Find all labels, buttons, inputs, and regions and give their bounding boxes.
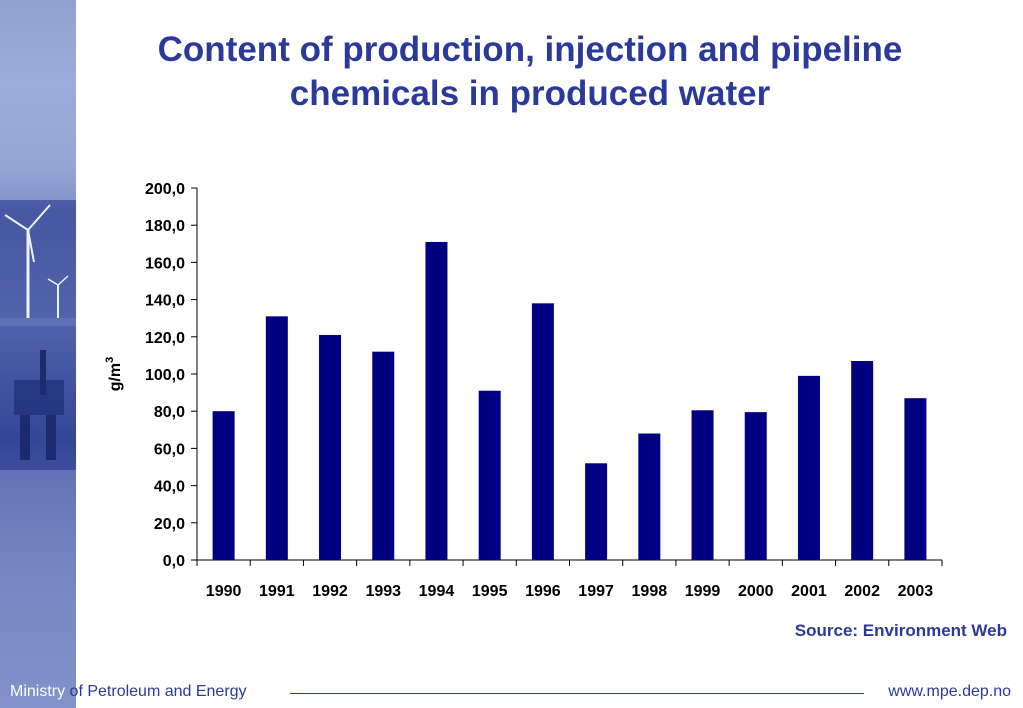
bar-1992: [319, 334, 342, 560]
y-tick-label: 60,0: [154, 441, 185, 458]
y-tick-label: 120,0: [145, 330, 185, 347]
y-axis-label-text: g/m: [107, 363, 124, 391]
y-tick-label: 140,0: [145, 293, 185, 310]
x-tick-label-2001: 2001: [791, 583, 827, 600]
page-title: Content of production, injection and pip…: [90, 28, 970, 116]
bar-1995: [478, 390, 501, 560]
bar-1999: [691, 410, 714, 560]
side-photo-panel: [0, 0, 76, 708]
x-tick-label-1994: 1994: [419, 583, 455, 600]
footer-url[interactable]: www.mpe.dep.no: [888, 683, 1011, 700]
wind-turbine-icon: [0, 0, 76, 708]
title-line-1: Content of production, injection and pip…: [157, 30, 903, 69]
x-tick-label-1993: 1993: [365, 583, 401, 600]
y-axis-label: g/m3: [104, 357, 124, 392]
x-tick-label-1991: 1991: [259, 583, 295, 600]
footer-ministry-word: Ministry: [10, 683, 66, 700]
y-tick-label: 180,0: [145, 218, 185, 235]
x-tick-label-2002: 2002: [844, 583, 880, 600]
bar-2000: [744, 412, 767, 560]
y-tick-label: 0,0: [163, 553, 185, 570]
y-tick-label: 160,0: [145, 255, 185, 272]
bar-1998: [638, 433, 661, 560]
footer-divider: [290, 693, 864, 694]
bar-chart: 0,0 20,0 40,0 60,0 80,0 100,0 120,0 140,0 160,0 1…: [104, 181, 943, 600]
y-axis-label-superscript: 3: [104, 357, 116, 363]
x-tick-label-1998: 1998: [632, 583, 668, 600]
x-tick-label-1997: 1997: [578, 583, 614, 600]
footer-ministry-rest: of Petroleum and Energy: [65, 683, 247, 700]
title-line-2: chemicals in produced water: [289, 74, 771, 113]
bar-2002: [851, 360, 874, 560]
bar-1994: [425, 241, 448, 560]
source-note: Source: Environment Web: [794, 621, 1007, 640]
bar-1993: [372, 351, 395, 560]
x-tick-label-1990: 1990: [206, 583, 242, 600]
x-tick-label-1996: 1996: [525, 583, 561, 600]
x-tick-label-2003: 2003: [898, 583, 934, 600]
bar-1990: [212, 411, 235, 560]
bar-2001: [797, 375, 820, 560]
y-tick-label: 80,0: [154, 404, 185, 421]
x-tick-label-1999: 1999: [685, 583, 721, 600]
bar-2003: [904, 398, 927, 560]
bar-1997: [585, 463, 608, 560]
bar-1991: [265, 316, 288, 560]
y-tick-label: 40,0: [154, 479, 185, 496]
y-tick-label: 20,0: [154, 516, 185, 533]
y-tick-label: 200,0: [145, 181, 185, 198]
bar-1996: [531, 303, 554, 560]
y-tick-label: 100,0: [145, 367, 185, 384]
x-tick-label-1992: 1992: [312, 583, 348, 600]
x-tick-label-2000: 2000: [738, 583, 774, 600]
footer-ministry: Ministry of Petroleum and Energy: [10, 683, 247, 701]
x-tick-label-1995: 1995: [472, 583, 508, 600]
